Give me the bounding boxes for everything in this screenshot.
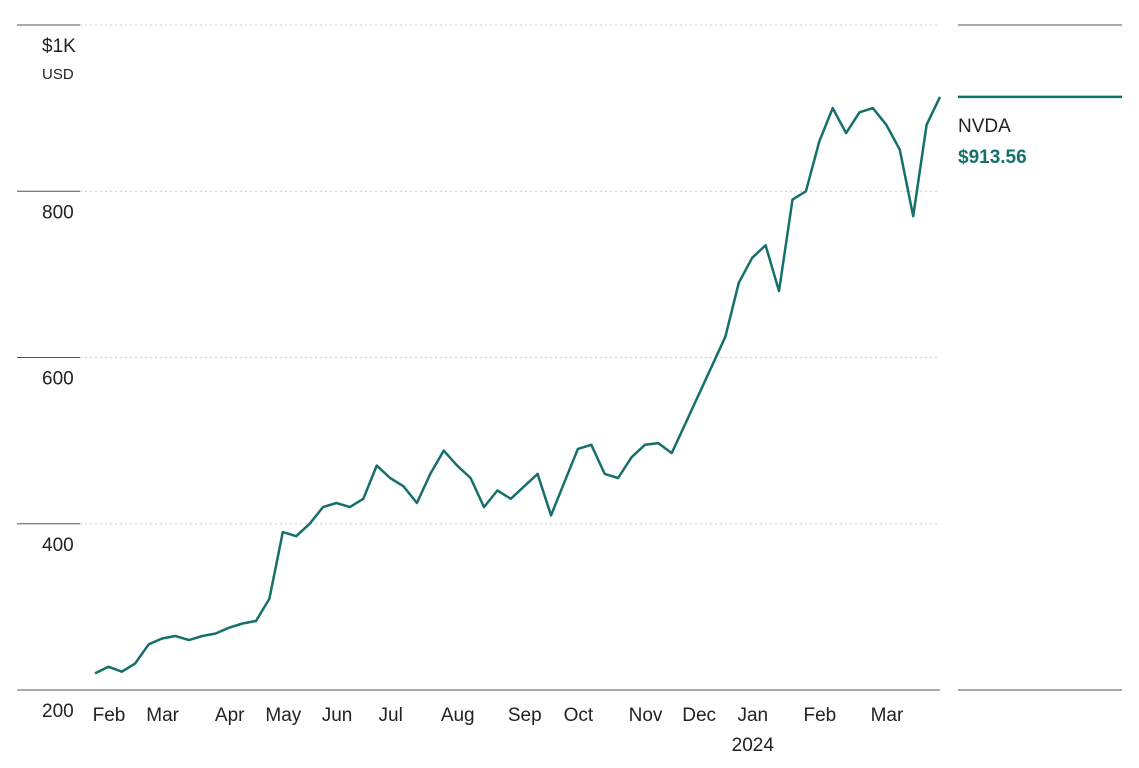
y-tick-label: $1K bbox=[42, 36, 76, 57]
y-tick-label: 400 bbox=[42, 535, 74, 556]
y-tick-label: 200 bbox=[42, 701, 74, 722]
x-tick-label: Feb bbox=[803, 705, 836, 726]
legend-label: NVDA bbox=[958, 116, 1011, 137]
x-tick-label: Jul bbox=[379, 705, 403, 726]
x-tick-label: Jun bbox=[322, 705, 353, 726]
x-tick-label: Jan bbox=[737, 705, 768, 726]
x-tick-label: Dec bbox=[682, 705, 716, 726]
x-tick-label: Mar bbox=[146, 705, 179, 726]
x-tick-label: Apr bbox=[215, 705, 245, 726]
price-line bbox=[94, 96, 942, 675]
x-tick-label: Aug bbox=[441, 705, 475, 726]
x-tick-label: Feb bbox=[93, 705, 126, 726]
x-sublabel: 2024 bbox=[732, 735, 775, 756]
y-tick-label: 800 bbox=[42, 202, 74, 223]
y-tick-label: 600 bbox=[42, 369, 74, 390]
latest-value-label: $913.56 bbox=[958, 147, 1027, 168]
x-tick-label: Mar bbox=[871, 705, 904, 726]
x-tick-label: Sep bbox=[508, 705, 542, 726]
x-tick-label: Nov bbox=[629, 705, 663, 726]
x-tick-label: Oct bbox=[564, 705, 594, 726]
x-tick-label: May bbox=[265, 705, 301, 726]
y-unit: USD bbox=[42, 66, 74, 83]
